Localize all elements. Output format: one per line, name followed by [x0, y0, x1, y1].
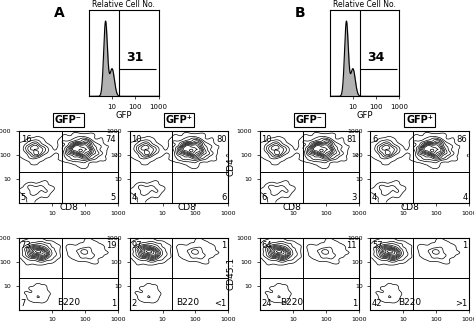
Text: 4: 4: [462, 193, 468, 202]
Text: 1: 1: [111, 300, 116, 308]
Y-axis label: CD45.1: CD45.1: [226, 257, 235, 290]
Text: 10: 10: [262, 135, 272, 143]
Text: 3: 3: [352, 193, 357, 202]
Text: 74: 74: [106, 135, 116, 143]
Text: CD8: CD8: [178, 203, 197, 212]
Text: 5: 5: [111, 193, 116, 202]
Text: 11: 11: [346, 241, 357, 250]
Text: 24: 24: [262, 300, 272, 308]
Text: B220: B220: [399, 298, 421, 307]
Text: 6: 6: [262, 193, 267, 202]
Text: CD8: CD8: [282, 203, 301, 212]
Text: 2: 2: [131, 300, 137, 308]
X-axis label: GFP: GFP: [356, 111, 373, 120]
Text: B220: B220: [57, 298, 80, 307]
Text: >1: >1: [456, 300, 468, 308]
Text: CD8: CD8: [401, 203, 419, 212]
X-axis label: GFP: GFP: [116, 111, 132, 120]
Title: GFP⁻: GFP⁻: [55, 114, 82, 125]
Title: Relative Cell No.: Relative Cell No.: [92, 0, 155, 9]
Text: B220: B220: [280, 298, 303, 307]
Text: 6: 6: [221, 193, 227, 202]
Text: B: B: [295, 6, 305, 20]
Title: GFP⁺: GFP⁺: [406, 114, 433, 125]
Text: 4: 4: [131, 193, 137, 202]
Text: 10: 10: [131, 135, 142, 143]
Text: 34: 34: [367, 51, 385, 64]
Text: 73: 73: [20, 241, 31, 250]
Text: 19: 19: [106, 241, 116, 250]
Y-axis label: CD4: CD4: [226, 157, 235, 176]
Text: 86: 86: [457, 135, 468, 143]
Text: 16: 16: [20, 135, 31, 143]
Text: 80: 80: [216, 135, 227, 143]
Text: 4: 4: [372, 193, 377, 202]
Text: 97: 97: [131, 241, 142, 250]
Text: 1: 1: [462, 241, 468, 250]
Text: B220: B220: [176, 298, 199, 307]
Text: 81: 81: [346, 135, 357, 143]
Text: <1: <1: [215, 300, 227, 308]
Text: A: A: [54, 6, 64, 20]
Text: 6: 6: [372, 135, 377, 143]
Text: 1: 1: [221, 241, 227, 250]
Text: 57: 57: [372, 241, 383, 250]
Text: CD8: CD8: [59, 203, 78, 212]
Title: GFP⁺: GFP⁺: [165, 114, 192, 125]
Title: Relative Cell No.: Relative Cell No.: [333, 0, 396, 9]
Text: 1: 1: [352, 300, 357, 308]
Text: 31: 31: [127, 51, 144, 64]
Title: GFP⁻: GFP⁻: [296, 114, 323, 125]
Text: 64: 64: [262, 241, 272, 250]
Text: 5: 5: [20, 193, 26, 202]
Text: 42: 42: [372, 300, 383, 308]
Text: 7: 7: [20, 300, 26, 308]
